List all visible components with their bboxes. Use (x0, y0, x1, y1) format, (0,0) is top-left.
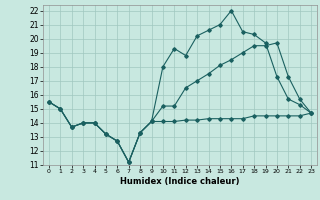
X-axis label: Humidex (Indice chaleur): Humidex (Indice chaleur) (120, 177, 240, 186)
